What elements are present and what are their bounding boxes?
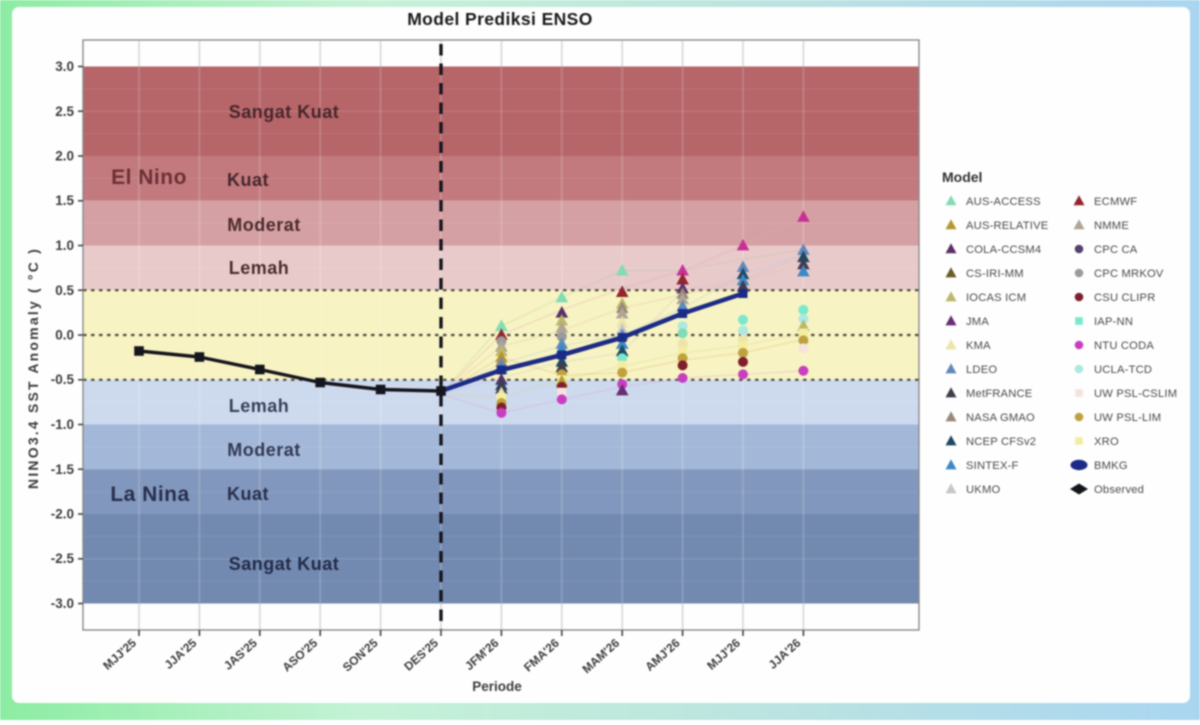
svg-text:UW PSL-CSLIM: UW PSL-CSLIM bbox=[1094, 388, 1177, 400]
svg-text:COLA-CCSM4: COLA-CCSM4 bbox=[966, 244, 1041, 256]
svg-text:CPC CA: CPC CA bbox=[1094, 244, 1138, 256]
svg-text:UKMO: UKMO bbox=[966, 484, 1000, 496]
svg-text:1.0: 1.0 bbox=[55, 238, 74, 253]
svg-text:UW PSL-LIM: UW PSL-LIM bbox=[1094, 412, 1161, 424]
svg-text:BMKG: BMKG bbox=[1094, 460, 1128, 472]
svg-text:Lemah: Lemah bbox=[229, 396, 290, 416]
svg-text:AUS-RELATIVE: AUS-RELATIVE bbox=[966, 220, 1048, 232]
svg-text:0.0: 0.0 bbox=[55, 328, 74, 343]
svg-text:Moderat: Moderat bbox=[227, 440, 301, 460]
svg-text:SINTEX-F: SINTEX-F bbox=[966, 460, 1019, 472]
svg-text:IOCAS ICM: IOCAS ICM bbox=[966, 292, 1026, 304]
svg-text:Lemah: Lemah bbox=[229, 258, 290, 278]
svg-text:NASA GMAO: NASA GMAO bbox=[966, 412, 1035, 424]
svg-text:2.0: 2.0 bbox=[55, 149, 74, 164]
svg-text:CS-IRI-MM: CS-IRI-MM bbox=[966, 268, 1024, 280]
svg-text:0.5: 0.5 bbox=[55, 283, 74, 298]
svg-text:NMME: NMME bbox=[1094, 220, 1129, 232]
svg-text:Observed: Observed bbox=[1094, 484, 1144, 496]
svg-text:NCEP CFSv2: NCEP CFSv2 bbox=[966, 436, 1036, 448]
svg-text:-0.5: -0.5 bbox=[51, 372, 75, 387]
svg-text:Moderat: Moderat bbox=[227, 215, 301, 235]
svg-text:NTU CODA: NTU CODA bbox=[1094, 340, 1154, 352]
svg-text:UCLA-TCD: UCLA-TCD bbox=[1094, 364, 1152, 376]
svg-text:3.0: 3.0 bbox=[55, 59, 74, 74]
svg-text:CPC MRKOV: CPC MRKOV bbox=[1094, 268, 1164, 280]
svg-text:Periode: Periode bbox=[472, 679, 522, 694]
svg-text:-2.0: -2.0 bbox=[51, 507, 74, 522]
svg-text:ECMWF: ECMWF bbox=[1094, 196, 1137, 208]
svg-text:AUS-ACCESS: AUS-ACCESS bbox=[966, 196, 1041, 208]
svg-text:-2.5: -2.5 bbox=[51, 551, 75, 566]
svg-text:IAP-NN: IAP-NN bbox=[1094, 316, 1133, 328]
svg-text:CSU CLIPR: CSU CLIPR bbox=[1094, 292, 1155, 304]
svg-text:-1.5: -1.5 bbox=[51, 462, 75, 477]
svg-text:LDEO: LDEO bbox=[966, 364, 997, 376]
svg-text:Model: Model bbox=[942, 169, 982, 185]
svg-text:Model Prediksi ENSO: Model Prediksi ENSO bbox=[407, 9, 593, 29]
svg-text:El Nino: El Nino bbox=[111, 166, 187, 189]
svg-text:2.5: 2.5 bbox=[55, 104, 74, 119]
svg-text:Kuat: Kuat bbox=[227, 484, 269, 504]
svg-text:Kuat: Kuat bbox=[227, 170, 269, 190]
svg-text:La Nina: La Nina bbox=[110, 483, 189, 506]
svg-text:MetFRANCE: MetFRANCE bbox=[966, 388, 1032, 400]
svg-text:-3.0: -3.0 bbox=[51, 596, 74, 611]
svg-text:JMA: JMA bbox=[966, 316, 989, 328]
svg-text:KMA: KMA bbox=[966, 340, 991, 352]
svg-text:Sangat Kuat: Sangat Kuat bbox=[229, 554, 340, 574]
svg-text:1.5: 1.5 bbox=[55, 193, 74, 208]
svg-text:XRO: XRO bbox=[1094, 436, 1119, 448]
svg-text:NINO3.4 SST Anomaly ( °C ): NINO3.4 SST Anomaly ( °C ) bbox=[25, 247, 41, 489]
svg-text:Sangat Kuat: Sangat Kuat bbox=[229, 102, 340, 122]
svg-text:-1.0: -1.0 bbox=[51, 417, 74, 432]
